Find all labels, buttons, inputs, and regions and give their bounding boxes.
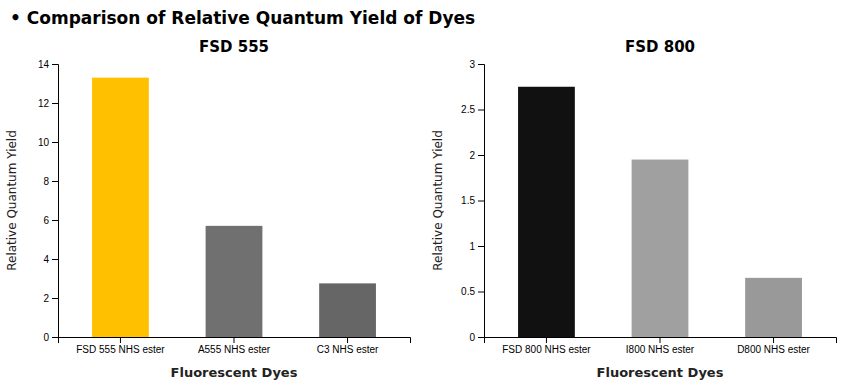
y-tick-label: 10 [38,137,50,148]
y-tick-mark [478,201,484,202]
y-tick-mark [478,246,484,247]
x-tick-mark [347,337,348,343]
y-tick-mark [52,337,58,338]
x-axis: FSD 800 NHS ester I800 NHS ester D800 NHS … [485,337,837,355]
chart-title: FSD 555 [199,38,269,56]
x-tick-mark [120,337,121,343]
chart-title: FSD 800 [625,38,695,56]
y-tick-label: 1 [469,241,475,252]
y-axis-line [478,65,485,338]
y-tick: 1.5 [461,195,484,206]
main-title: • Comparison of Relative Quantum Yield o… [10,8,475,28]
y-tick-label: 14 [38,59,50,70]
y-tick-label: 0.5 [461,286,475,297]
y-tick-mark [52,298,58,299]
panel: 0 2 4 6 8 10 12 14 FSD 555 NHS ester A555 NHS est… [5,38,411,380]
y-tick: 2 [469,150,484,161]
y-tick-label: 2.5 [461,104,475,115]
y-tick-mark [52,259,58,260]
y-tick: 6 [43,215,58,226]
y-tick: 0 [469,332,484,343]
y-tick-label: 8 [43,176,49,187]
x-axis: FSD 555 NHS ester A555 NHS ester C3 NHS es… [59,337,411,355]
x-tick-label: FSD 555 NHS ester [76,344,165,355]
bar [518,87,575,337]
y-tick: 0.5 [461,286,484,297]
y-tick-mark [478,155,484,156]
y-axis-title: Relative Quantum Yield [5,130,19,271]
y-tick-label: 12 [38,98,50,109]
y-axis: 0 0.5 1 1.5 2 2.5 3 [461,59,484,343]
y-tick: 0 [43,332,58,343]
y-tick: 2.5 [461,104,484,115]
bar [632,160,689,337]
bar [745,278,802,337]
y-tick-label: 3 [469,59,475,70]
x-axis-line [485,338,837,344]
y-tick-mark [478,110,484,111]
x-tick-label: C3 NHS ester [317,344,379,355]
chart-root: • Comparison of Relative Quantum Yield o… [0,0,852,389]
x-tick: C3 NHS ester [317,337,379,355]
x-tick-mark [546,337,547,343]
x-tick-mark [234,337,235,343]
x-tick-label: D800 NHS ester [737,344,810,355]
y-tick-mark [52,142,58,143]
y-tick-label: 6 [43,215,49,226]
y-axis-title: Relative Quantum Yield [431,130,445,271]
x-tick: FSD 555 NHS ester [76,337,165,355]
bar [319,283,376,337]
y-tick-label: 4 [43,254,49,265]
y-tick: 14 [38,59,58,70]
y-tick: 8 [43,176,58,187]
x-tick: A555 NHS ester [198,337,271,355]
bar [206,226,263,337]
panel: 0 0.5 1 1.5 2 2.5 3 FSD 800 NHS ester I800 NHS e… [431,38,837,380]
y-tick-label: 0 [469,332,475,343]
x-tick: D800 NHS ester [737,337,810,355]
y-tick: 1 [469,241,484,252]
y-tick-label: 2 [469,150,475,161]
x-axis-title: Fluorescent Dyes [171,365,298,380]
x-tick-label: A555 NHS ester [198,344,271,355]
y-tick-mark [52,181,58,182]
y-tick-mark [52,64,58,65]
y-axis-line [52,65,59,338]
y-tick-mark [478,292,484,293]
y-tick-mark [478,64,484,65]
y-tick-mark [478,337,484,338]
x-tick-label: FSD 800 NHS ester [502,344,591,355]
x-axis-line [59,338,411,344]
bars [518,87,802,337]
y-tick-label: 0 [43,332,49,343]
bars [92,78,376,337]
y-tick-mark [52,220,58,221]
x-tick: FSD 800 NHS ester [502,337,591,355]
y-axis: 0 2 4 6 8 10 12 14 [38,59,59,343]
x-axis-title: Fluorescent Dyes [597,365,724,380]
y-tick-mark [52,103,58,104]
y-tick-label: 1.5 [461,195,475,206]
y-tick: 12 [38,98,58,109]
x-tick-mark [773,337,774,343]
y-tick: 3 [469,59,484,70]
y-tick: 2 [43,293,58,304]
x-tick-label: I800 NHS ester [626,344,695,355]
y-tick: 4 [43,254,58,265]
bar [92,78,149,337]
y-tick-label: 2 [43,293,49,304]
y-tick: 10 [38,137,58,148]
x-tick: I800 NHS ester [626,337,695,355]
x-tick-mark [660,337,661,343]
